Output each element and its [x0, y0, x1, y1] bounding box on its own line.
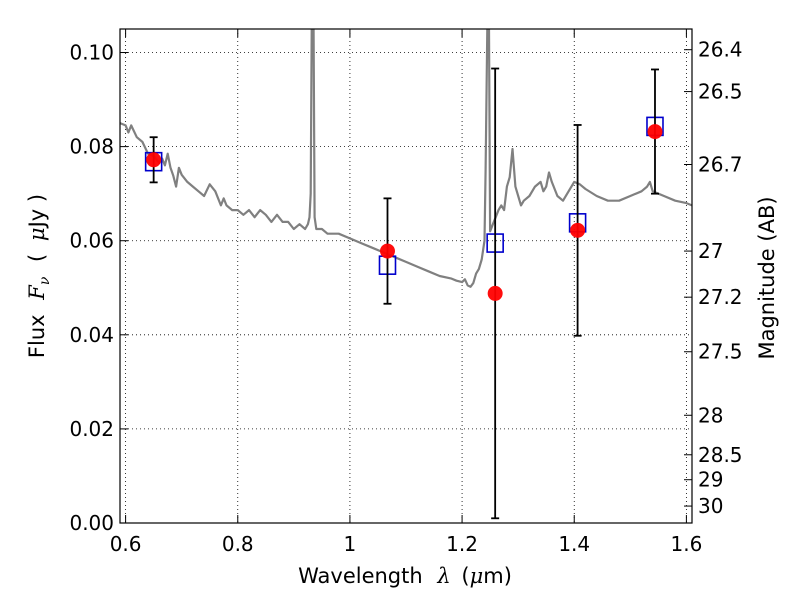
axis-ticks	[120, 29, 692, 524]
model-spectrum-line	[120, 29, 692, 288]
observed-flux-point	[647, 124, 663, 140]
y-axis-label-unit-rest: Jy )	[25, 194, 49, 230]
y2-tick-label: 27.5	[698, 340, 743, 364]
x-tick-label: 0.8	[222, 532, 254, 556]
y-axis-label-symbol: F	[25, 284, 49, 301]
y2-tick-label: 27	[698, 239, 723, 263]
y2-tick-label: 29	[698, 468, 723, 492]
x-tick-label: 1.4	[558, 532, 590, 556]
y-axis-label: Flux Fν ( μJy )	[25, 194, 54, 358]
y-axis-label-unit-open: (	[25, 254, 49, 262]
y2-tick-label: 30	[698, 494, 723, 518]
observed-flux-point	[570, 222, 586, 238]
observed-flux-point	[379, 243, 395, 259]
y2-tick-label: 27.2	[698, 285, 743, 309]
x-axis-label-symbol: λ	[436, 564, 450, 588]
y2-tick-label: 28	[698, 403, 723, 427]
y2-tick-label: 26.7	[698, 152, 743, 176]
observed-flux-point	[146, 152, 162, 168]
y-tick-label: 0.00	[69, 511, 114, 535]
x-tick-label: 1.2	[446, 532, 478, 556]
y2-tick-label: 26.5	[698, 80, 743, 104]
x-tick-label: 1.6	[670, 532, 702, 556]
y-tick-label: 0.06	[69, 229, 114, 253]
x-axis-label-text: Wavelength	[298, 564, 423, 588]
y-axis-label-unit-mu: μ	[25, 227, 49, 241]
y-tick-label: 0.02	[69, 417, 114, 441]
x-axis-label-unit-rest: m)	[483, 564, 512, 588]
y2-tick-label: 28.5	[698, 443, 743, 467]
x-tick-label: 0.6	[110, 532, 142, 556]
x-tick-label: 1	[344, 532, 357, 556]
y-tick-label: 0.08	[69, 135, 114, 159]
x-axis-label-unit-open: (	[461, 564, 469, 588]
y-axis-label-text: Flux	[25, 314, 49, 358]
y-axis-label-subscript: ν	[37, 276, 53, 285]
y2-tick-label: 26.4	[698, 38, 743, 62]
y2-axis-label: Magnitude (AB)	[755, 196, 779, 359]
x-axis-label: Wavelength λ (μm)	[298, 564, 512, 588]
x-axis-label-unit-mu: μ	[470, 564, 484, 588]
plot-frame	[119, 28, 693, 524]
observed-flux-point	[487, 285, 503, 301]
y-tick-label: 0.10	[69, 41, 114, 65]
y-tick-label: 0.04	[69, 323, 114, 347]
plot-area	[120, 29, 692, 520]
axis-tick-labels: 0.6 0.8 1 1.2 1.4 1.6 0.00 0.02 0.04 0.06 0.08 0.10…	[69, 38, 742, 556]
